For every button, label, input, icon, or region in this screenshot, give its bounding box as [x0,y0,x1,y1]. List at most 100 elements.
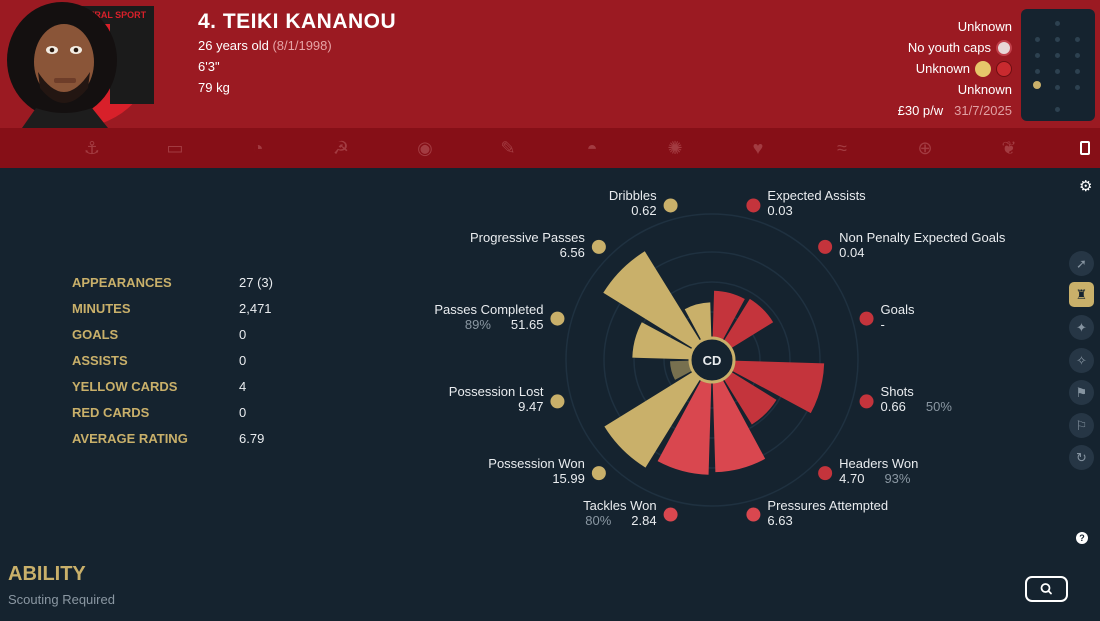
radar-metric-label: Goals - [881,302,915,332]
radar-metric-value: 15.99 [552,471,585,487]
burst-icon[interactable]: ✺ [667,138,683,158]
list-icon[interactable] [1080,141,1090,155]
radar-metric-label: Passes Completed 89% 51.65 [434,302,543,332]
radar-metric-name: Shots [880,384,914,400]
radar-metric-value: 0.03 [767,203,793,219]
radar-ring [565,213,859,507]
position-dot [1055,85,1060,90]
position-dot [1075,53,1080,58]
dash-icon[interactable]: ✎ [500,138,516,158]
radar-metric-dot [591,466,606,481]
radar-metric-label: Headers Won 4.70 93% [839,456,918,486]
position-dot [1035,37,1040,42]
refresh-icon[interactable]: ↻ [1069,445,1094,470]
gear-icon[interactable]: ⚙ [1079,178,1093,195]
position-dot-active [1033,81,1041,89]
radar-metric-name: Headers Won [839,456,919,472]
position-pitch[interactable] [1021,9,1095,121]
radar-wedge [720,368,777,425]
stat-value: 0 [239,327,247,342]
wage-text: £30 p/w [897,103,944,118]
radar-metric-dot [746,507,761,522]
help-icon[interactable]: ? [1076,532,1088,544]
nationality-text: Unknown [957,19,1012,34]
dribble-icon[interactable]: ✦ [1069,315,1094,340]
radar-metric-dot [550,394,565,409]
radar-ring [603,251,821,469]
radar-metric-value: 6.56 [559,244,585,260]
national-flag-icon [996,39,1012,56]
radar-metric-dot [663,507,678,522]
radar-metric-value: 89% 51.65 [464,316,544,332]
youth-caps-text: No youth caps [907,40,991,55]
globe-icon[interactable]: ⊕ [917,138,933,158]
player-height: 6'3" [198,59,220,74]
stat-label: RED CARDS [72,405,150,420]
radar-metric-dot [818,239,833,254]
radar-wedge [670,360,698,380]
stat-value: 4 [239,379,247,394]
position-dot [1055,21,1060,26]
date-of-birth: (8/1/1998) [272,38,332,53]
stat-label: ASSISTS [72,353,128,368]
stat-label: MINUTES [72,301,131,316]
helmet-icon[interactable]: ◓ [586,138,598,158]
radar-metric-value: - [880,316,885,332]
radar-metric-label: Dribbles 0.62 [609,188,657,218]
stat-value: 0 [239,405,247,420]
radar-metric-value: 0.66 50% [880,399,952,415]
radar-metric-dot [859,311,874,326]
kick-icon[interactable]: ⚐ [1069,413,1094,438]
trait-icon-strip: ⚓ ▭ ◔ ☭ ◉ ✎ ◓ ✺ ♥ ≈ ⊕ ❦ [0,128,1100,168]
radar-metric-dot [550,311,565,326]
heart-hand-icon[interactable]: ♥ [752,138,764,158]
anchor-icon[interactable]: ⚓ [83,138,101,158]
radar-metric-name: Dribbles [608,188,657,204]
radar-metric-dot [818,466,833,481]
position-dot [1035,53,1040,58]
radar-metric-label: Expected Assists 0.03 [767,188,865,218]
search-button[interactable] [1025,576,1068,602]
stat-value: 2,471 [239,301,272,316]
run-icon[interactable]: ✧ [1069,348,1094,373]
radar-metric-dot [859,394,874,409]
eye-icon[interactable]: ◉ [417,138,433,158]
stand-icon[interactable]: ♜ [1069,282,1094,307]
player-info-panel: Unknown No youth caps Unknown Unknown £3… [898,16,1012,121]
radar-metric-label: Tackles Won 80% 2.84 [583,498,656,528]
radar-ring [633,281,791,439]
radar-metric-value: 0.04 [839,244,865,260]
position-dot [1055,107,1060,112]
radar-metric-label: Non Penalty Expected Goals 0.04 [839,230,1005,260]
wave-icon[interactable]: ≈ [837,138,847,158]
radar-metric-dot [663,198,678,213]
radar-metric-name: Expected Assists [767,188,866,204]
dragon-icon[interactable]: ❦ [1001,138,1017,158]
pass-icon[interactable]: ⚑ [1069,380,1094,405]
search-icon [1040,583,1052,595]
radar-metric-name: Pressures Attempted [767,497,889,513]
position-dot [1055,37,1060,42]
stat-value: 0 [239,353,247,368]
ear-icon[interactable]: ◔ [252,138,264,158]
player-age: 26 years old (8/1/1998) [198,38,332,53]
radar-metric-label: Possession Won 15.99 [488,456,585,486]
radar-metric-label: Possession Lost 9.47 [449,384,544,414]
position-dot [1055,53,1060,58]
stat-label: GOALS [72,327,119,342]
position-dot [1035,69,1040,74]
personality-text: Unknown [915,61,970,76]
radar-metric-name: Possession Won [488,456,585,472]
player-name: 4. TEIKI KANANOU [198,10,397,33]
id-card-icon[interactable]: ▭ [166,138,184,158]
position-center-ring [688,336,736,384]
radar-metric-name: Progressive Passes [469,229,585,245]
radar-metric-label: Progressive Passes 6.56 [470,230,585,260]
ability-title: ABILITY [8,563,86,585]
tackle-icon[interactable]: ➚ [1069,251,1094,276]
age-text: 26 years old [198,38,269,53]
contract-end-text: 31/7/2025 [954,103,1012,118]
radar-metric-dot [746,198,761,213]
hammer-sickle-icon[interactable]: ☭ [332,138,350,158]
radar-metric-extra: 89% [464,316,491,332]
